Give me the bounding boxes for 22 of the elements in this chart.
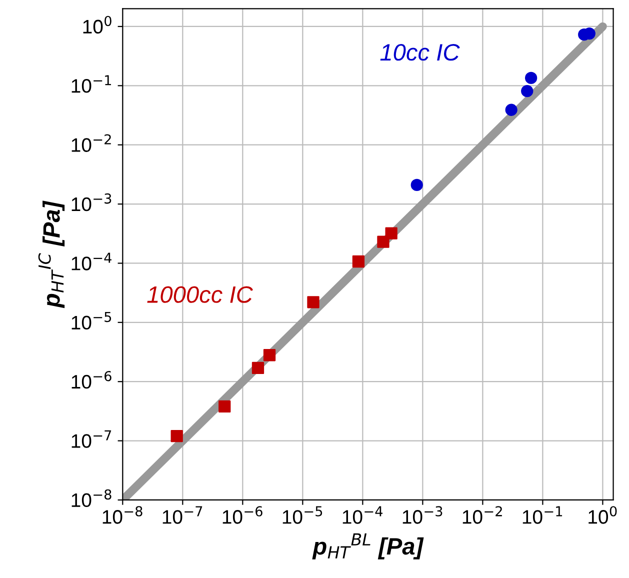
y-tick-label: 10$^{−3}$	[72, 193, 112, 212]
x-tick-label: 10$^{−7}$	[162, 506, 202, 524]
text: 1000cc IC	[147, 286, 254, 303]
y-tick-label: 10$^{−4}$	[72, 252, 112, 270]
y-tick-label: 10$^{−7}$	[72, 430, 112, 448]
y-tick-label: 10$^{−5}$	[72, 312, 112, 330]
y-tick-label: 10$^{−6}$	[72, 370, 112, 389]
text: 10cc IC	[380, 44, 460, 61]
x-tick-label: 10$^{0}$	[588, 506, 617, 524]
y-tick-label: 10$^{0}$	[83, 16, 112, 34]
x-tick-label: 10$^{−1}$	[522, 506, 562, 524]
x-tick-label: 10$^{−6}$	[222, 506, 262, 524]
x-tick-label: 10$^{−4}$	[342, 506, 383, 524]
y-axis-title: p$_{HT}$$^{IC}$ [Pa]	[38, 200, 65, 308]
y-tick-label: 10$^{−1}$	[72, 75, 111, 93]
x-tick-label: 10$^{−8}$	[102, 506, 142, 524]
y-tick-label: 10$^{−8}$	[72, 489, 112, 508]
x-axis-title: p$_{HT}$$^{BL}$ [Pa]	[312, 533, 424, 560]
x-tick-label: 10$^{−3}$	[402, 506, 442, 524]
x-tick-label: 10$^{−5}$	[282, 506, 322, 524]
x-tick-label: 10$^{−2}$	[462, 506, 502, 524]
y-tick-label: 10$^{−2}$	[72, 134, 111, 152]
